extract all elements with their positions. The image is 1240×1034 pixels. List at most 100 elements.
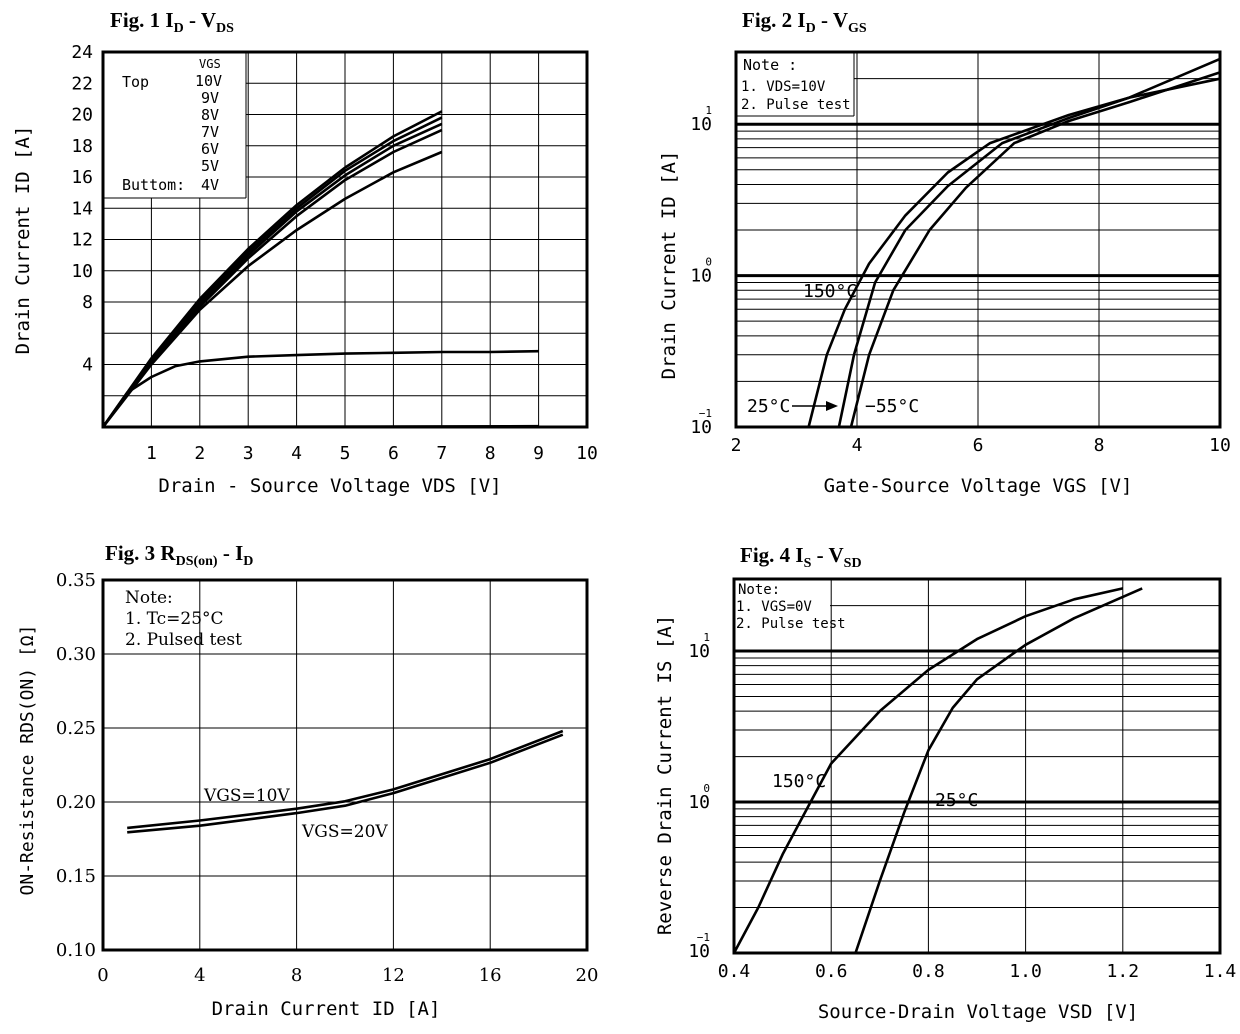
fig2-xtick-label: 8 — [1094, 435, 1105, 456]
fig1-xtick-label: 9 — [533, 443, 544, 464]
fig1-xtick-label: 4 — [291, 443, 302, 464]
fig2-xtick-label: 4 — [852, 435, 863, 456]
fig2-xtick-label: 6 — [973, 435, 984, 456]
fig3-note: Note: 1. Tc=25°C 2. Pulsed test — [125, 588, 242, 650]
fig3-ytick-label: 0.20 — [56, 792, 96, 813]
fig4-note-line: 1. VGS=0V — [736, 599, 812, 615]
fig3-note-line: 2. Pulsed test — [125, 630, 242, 650]
fig3-ytick-label: 0.10 — [56, 940, 96, 961]
fig3-series — [127, 729, 564, 834]
fig3-series-line-0 — [127, 729, 564, 830]
fig4-ylabel: Reverse Drain Current IS [A] — [654, 615, 676, 935]
fig3-xtick-label: 0 — [97, 965, 108, 986]
fig4-ytick-exp: 0 — [703, 782, 710, 795]
fig2-ytick-base: 10 — [690, 114, 712, 135]
fig4-ytick-exp: −1 — [697, 931, 710, 944]
fig4-annotation-150c: 150°C — [772, 771, 826, 792]
fig4-frame — [732, 577, 1222, 955]
fig2-annotation-m55c: −55°C — [865, 396, 919, 417]
fig2-ytick-base: 10 — [690, 266, 712, 287]
fig1-legend-entry: 10V — [195, 72, 222, 90]
fig2-note-line: 1. VDS=10V — [741, 79, 826, 95]
fig2-note: Note : 1. VDS=10V 2. Pulse test — [736, 52, 855, 117]
fig2-frame — [734, 50, 1222, 429]
fig3-title: Fig. 3 RDS(on) - ID — [105, 541, 254, 569]
fig1-legend-box — [103, 52, 246, 198]
fig4-series — [732, 587, 1143, 954]
fig1-frame — [101, 50, 589, 429]
fig2-ytick-exp: −1 — [699, 407, 712, 420]
fig3-xlabel: Drain Current ID [A] — [212, 998, 441, 1020]
fig1-xtick-label: 1 — [146, 443, 157, 464]
fig3-annotation-20v: VGS=20V — [301, 822, 388, 842]
fig2-annotation-25c: 25°C — [747, 396, 790, 417]
fig4-grid — [734, 578, 1220, 953]
fig3-frame — [101, 578, 589, 952]
fig1-legend-entry: 9V — [201, 89, 219, 107]
fig3-xtick-label: 4 — [194, 965, 205, 986]
fig2-title: Fig. 2 ID - VGS — [742, 8, 867, 36]
fig1-ytick-label: 16 — [71, 167, 93, 188]
fig1-ytick-label: 24 — [71, 42, 93, 63]
fig1-series-line-6V — [101, 150, 443, 428]
fig1-ytick-label: 4 — [82, 355, 93, 376]
fig2-ytick-exp: 1 — [705, 104, 712, 117]
fig1-ylabel: Drain Current ID [A] — [12, 126, 34, 355]
fig2-series-line-2 — [849, 71, 1221, 428]
fig1-xtick-label: 3 — [243, 443, 254, 464]
fig4-series-line-1 — [854, 587, 1143, 954]
fig3-xtick-label: 12 — [382, 965, 405, 986]
fig4-xtick-label: 0.4 — [718, 961, 751, 982]
fig2-series-line-0 — [807, 77, 1221, 428]
fig4-ytick-base: 10 — [688, 792, 710, 813]
fig4-ytick-exp: 1 — [703, 631, 710, 644]
fig2-note-line: Note : — [743, 56, 797, 74]
fig3-ytick-label: 0.35 — [56, 570, 96, 591]
fig1-legend-top: Top — [122, 73, 149, 91]
fig1-ytick-label: 12 — [71, 230, 93, 251]
fig4-note: Note: 1. VGS=0V 2. Pulse test — [734, 579, 846, 632]
fig2-xtick-label: 2 — [731, 435, 742, 456]
fig2-xlabel: Gate-Source Voltage VGS [V] — [824, 475, 1133, 497]
fig3-ylabel: ON-Resistance RDS(ON) [Ω] — [17, 625, 38, 896]
fig4-annotation-25c: 25°C — [935, 790, 978, 811]
fig3-xtick-label: 8 — [291, 965, 302, 986]
fig1-xtick-label: 10 — [576, 443, 598, 464]
fig1-xtick-label: 2 — [194, 443, 205, 464]
fig3-ytick-label: 0.25 — [56, 718, 96, 739]
fig1-ytick-label: 14 — [71, 198, 93, 219]
fig4-series-line-0 — [732, 587, 1124, 954]
fig3-ytick-label: 0.30 — [56, 644, 96, 665]
fig1-xtick-label: 6 — [388, 443, 399, 464]
fig1-title: Fig. 1 ID - VDS — [110, 8, 234, 36]
fig3-note-line: Note: — [125, 588, 173, 608]
fig2-ylabel: Drain Current ID [A] — [658, 151, 680, 380]
fig3-ticks: 0 4 8 12 16 20 0.10 0.15 0.20 0.25 0.30 0.35 — [56, 570, 599, 986]
fig1-ytick-label: 22 — [71, 73, 93, 94]
fig3-xtick-label: 20 — [576, 965, 599, 986]
fig4-ytick-base: 10 — [688, 641, 710, 662]
fig4-ytick-base: 10 — [688, 941, 710, 962]
fig2-ytick-exp: 0 — [705, 256, 712, 269]
fig1-legend-entry: 7V — [201, 123, 219, 141]
fig4-xlabel: Source-Drain Voltage VSD [V] — [818, 1001, 1138, 1023]
fig3-xtick-label: 16 — [479, 965, 502, 986]
fig1-ytick-label: 20 — [71, 105, 93, 126]
fig1-ytick-label: 8 — [82, 292, 93, 313]
fig1-legend-bottom: Buttom: — [122, 176, 185, 194]
fig2-note-line: 2. Pulse test — [741, 97, 851, 113]
fig1-ytick-label: 18 — [71, 136, 93, 157]
fig2-xtick-label: 10 — [1209, 435, 1231, 456]
fig4-xtick-label: 1.0 — [1009, 961, 1042, 982]
fig3-series-line-1 — [127, 733, 564, 834]
fig1-xtick-label: 8 — [485, 443, 496, 464]
fig1-xtick-label: 5 — [340, 443, 351, 464]
fig1-legend-entry: 8V — [201, 106, 219, 124]
